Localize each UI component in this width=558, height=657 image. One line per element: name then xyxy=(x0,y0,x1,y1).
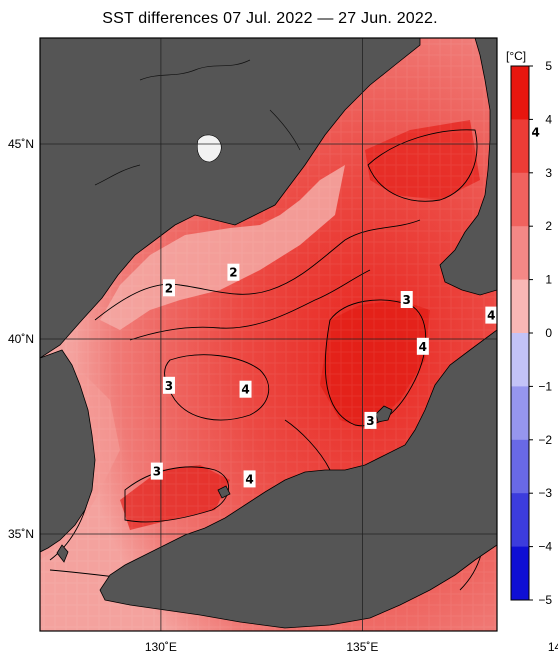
colorbar-swatch xyxy=(511,252,529,281)
colorbar-swatch xyxy=(511,119,529,147)
contour-label: 4 xyxy=(487,309,495,323)
land-tsushima xyxy=(56,544,69,563)
land-oki xyxy=(217,485,231,499)
rivers xyxy=(94,59,301,186)
contour-label: 4 xyxy=(419,340,427,354)
colorbar-swatch xyxy=(511,466,529,494)
latitude-tick-labels: 45˚N 40˚N 35˚N xyxy=(8,137,34,541)
contour-label: 2 xyxy=(165,281,173,295)
contour-label: 3 xyxy=(366,414,374,428)
colorbar-swatch xyxy=(511,306,529,334)
colorbar-swatch xyxy=(511,519,529,548)
colorbar-tick-label: −1 xyxy=(538,379,552,393)
colorbar-unit: [°C] xyxy=(506,49,526,63)
contour-label-box xyxy=(239,380,252,398)
colorbar-tick-label: 5 xyxy=(545,59,552,73)
lon-tick-label: 135˚E xyxy=(346,640,378,654)
contour-label: 4 xyxy=(245,472,253,486)
colorbar-swatch xyxy=(511,92,529,120)
contour-label-box xyxy=(416,337,429,355)
contour-label-box xyxy=(400,291,413,308)
colorbar-tick-label: −2 xyxy=(538,433,552,447)
colorbar-swatch xyxy=(511,66,529,94)
colorbar-swatch xyxy=(511,546,529,574)
lat-tick-label: 35˚N xyxy=(8,527,34,541)
colorbar-swatch xyxy=(511,439,529,467)
contour-label-box xyxy=(227,263,240,281)
map-title: SST differences 07 Jul. 2022 — 27 Jun. 2… xyxy=(102,10,438,27)
colorbar-tick-label: 3 xyxy=(545,166,552,180)
colorbar-tick-label: 0 xyxy=(545,326,552,340)
map-frame xyxy=(39,37,498,632)
colorbar-swatch xyxy=(511,146,529,174)
colorbar-tick-label: 4 xyxy=(545,112,552,126)
contour-labels: 442234434334 xyxy=(150,123,542,488)
contour-label-box xyxy=(162,279,175,297)
colorbar-swatch xyxy=(511,279,529,307)
colorbar-tick-label: −3 xyxy=(538,486,552,500)
colorbar-swatch xyxy=(511,359,529,387)
colorbar-swatch xyxy=(511,386,529,414)
colorbar-swatch xyxy=(511,573,529,601)
colorbar-tick-label: −5 xyxy=(538,593,552,607)
land-sado xyxy=(375,405,393,423)
lat-tick-label: 40˚N xyxy=(8,332,34,346)
lake-khanka xyxy=(197,134,222,163)
colorbar-swatch xyxy=(511,413,529,441)
land-honshu xyxy=(99,329,497,629)
contour-label-box xyxy=(485,306,498,324)
longitude-tick-labels: 130˚E 135˚E 140˚E xyxy=(145,640,558,654)
contour-label-box xyxy=(364,411,377,429)
graticule xyxy=(40,38,497,631)
lon-tick-label: 130˚E xyxy=(145,640,177,654)
colorbar-swatch xyxy=(511,172,529,200)
map-plot-area xyxy=(40,38,497,631)
contour-label: 4 xyxy=(241,383,249,397)
colorbar-swatches xyxy=(511,66,529,601)
contour-label-box xyxy=(243,470,256,488)
colorbar-swatch xyxy=(511,333,529,361)
colorbar-swatch xyxy=(511,493,529,521)
land-masses xyxy=(40,38,497,629)
colorbar-tick-label: 2 xyxy=(545,219,552,233)
colorbar-tick-labels: 5 4 3 2 1 0 −1 −2 −3 −4 −5 xyxy=(529,59,552,607)
contour-label: 3 xyxy=(403,293,411,307)
contour-label-box xyxy=(529,123,542,141)
contour-label: 2 xyxy=(229,266,237,280)
contour-label-box xyxy=(162,376,175,394)
contour-label-box xyxy=(150,462,163,480)
colorbar-swatch xyxy=(511,226,529,254)
land-hokkaido-sakhalin xyxy=(439,38,497,296)
colorbar-tick-label: 1 xyxy=(545,273,552,287)
colorbar-tick-label: −4 xyxy=(538,540,552,554)
colorbar-swatch xyxy=(511,199,529,227)
land-korean-peninsula xyxy=(40,349,96,553)
land-asian-continent xyxy=(40,38,421,359)
colorbar: [°C] 5 4 3 2 1 0 −1 −2 −3 −4 −5 xyxy=(506,49,552,607)
contour-label: 4 xyxy=(532,125,540,139)
contour-label: 3 xyxy=(153,465,161,479)
contour-label: 3 xyxy=(165,379,173,393)
lat-tick-label: 45˚N xyxy=(8,137,34,151)
lon-tick-label: 140˚E xyxy=(548,640,558,654)
